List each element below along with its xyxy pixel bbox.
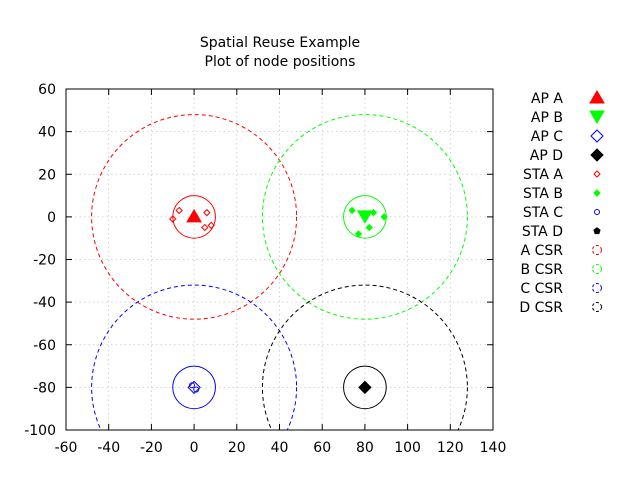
sta-a-point [169,215,177,223]
x-tick-label: -40 [97,440,120,456]
x-tick-label: 40 [271,440,289,456]
x-tick-label: 20 [228,440,246,456]
sta-b-point [348,206,356,215]
c-csr-range-circle [91,284,298,430]
x-tick-label: 140 [480,440,507,456]
x-tick-label: 80 [356,440,374,456]
y-tick-label: -80 [33,380,56,396]
b-csr-range-circle [261,114,468,320]
y-tick-label: 0 [47,210,56,226]
x-tick-label: -20 [140,440,163,456]
legend-marker-sta-d [593,227,601,235]
legend-label-b-csr: B CSR [521,262,564,278]
legend-label-d-csr: D CSR [519,300,563,316]
legend-marker-sta-c [594,209,600,215]
legend-label-sta-a: STA A [523,167,563,183]
sta-b-point [380,213,388,221]
x-tick-label: -60 [55,440,78,456]
y-tick-label: -20 [33,253,56,269]
legend: AP A AP B AP C AP D STA A STA B STA C STA D A CS… [519,90,605,316]
legend-label-sta-c: STA C [523,205,563,221]
legend-label-ap-c: AP C [531,129,563,145]
sta-a-point [207,221,215,230]
d-csr-inner-circle [343,365,387,410]
legend-marker-c-csr [592,283,602,293]
legend-label-c-csr: C CSR [520,281,563,297]
y-tick-label: -100 [24,423,56,439]
y-tick-label: 20 [38,167,56,183]
y-tick-label: -40 [33,295,56,311]
legend-marker-a-csr [592,245,602,255]
a-csr-range-circle [91,114,298,320]
legend-label-ap-a: AP A [531,91,563,107]
x-tick-label: 120 [437,440,464,456]
data-points [169,206,388,395]
a-csr-inner-circle [172,195,216,239]
grid-layer [66,89,493,430]
x-tick-label: 0 [190,440,199,456]
sta-b-point [365,223,373,232]
range-circles [91,114,468,430]
y-tick-label: 40 [38,125,56,141]
chart-title: Spatial Reuse Example [200,35,360,51]
legend-marker-ap-c [590,129,604,143]
y-tick-label: -60 [33,338,56,354]
sta-a-point [175,206,183,215]
legend-label-sta-b: STA B [523,186,563,202]
ap-c-point [187,380,201,395]
sta-a-point [203,208,211,217]
sta-c-point [188,382,195,389]
legend-marker-d-csr [592,302,602,312]
d-csr-range-circle [261,284,468,430]
legend-label-ap-b: AP B [531,110,563,126]
legend-marker-ap-a [589,90,605,104]
legend-label-ap-d: AP D [530,148,563,164]
sta-b-point [354,230,363,238]
legend-marker-ap-b [589,110,605,124]
legend-label-a-csr: A CSR [521,243,564,259]
legend-marker-sta-a [593,170,601,178]
sta-a-point [201,223,209,232]
x-tick-label: 60 [313,440,331,456]
y-tick-label: 60 [38,82,56,98]
legend-label-sta-d: STA D [522,224,563,240]
c-csr-inner-circle [172,365,216,410]
sta-c-point [193,386,200,393]
chart-subtitle: Plot of node positions [205,54,356,70]
axis-ticks: -60 -40 -20 0 20 40 60 80 100 120 140 -100 -80 -60 -40… [24,82,506,456]
sta-b-point [369,208,378,217]
legend-marker-sta-b [593,189,601,197]
sta-d-point [361,383,369,391]
ap-b-point [357,210,373,224]
legend-marker-b-csr [592,264,602,274]
ap-a-point [186,208,202,223]
x-tick-label: 100 [394,440,421,456]
legend-marker-ap-d [590,148,604,162]
